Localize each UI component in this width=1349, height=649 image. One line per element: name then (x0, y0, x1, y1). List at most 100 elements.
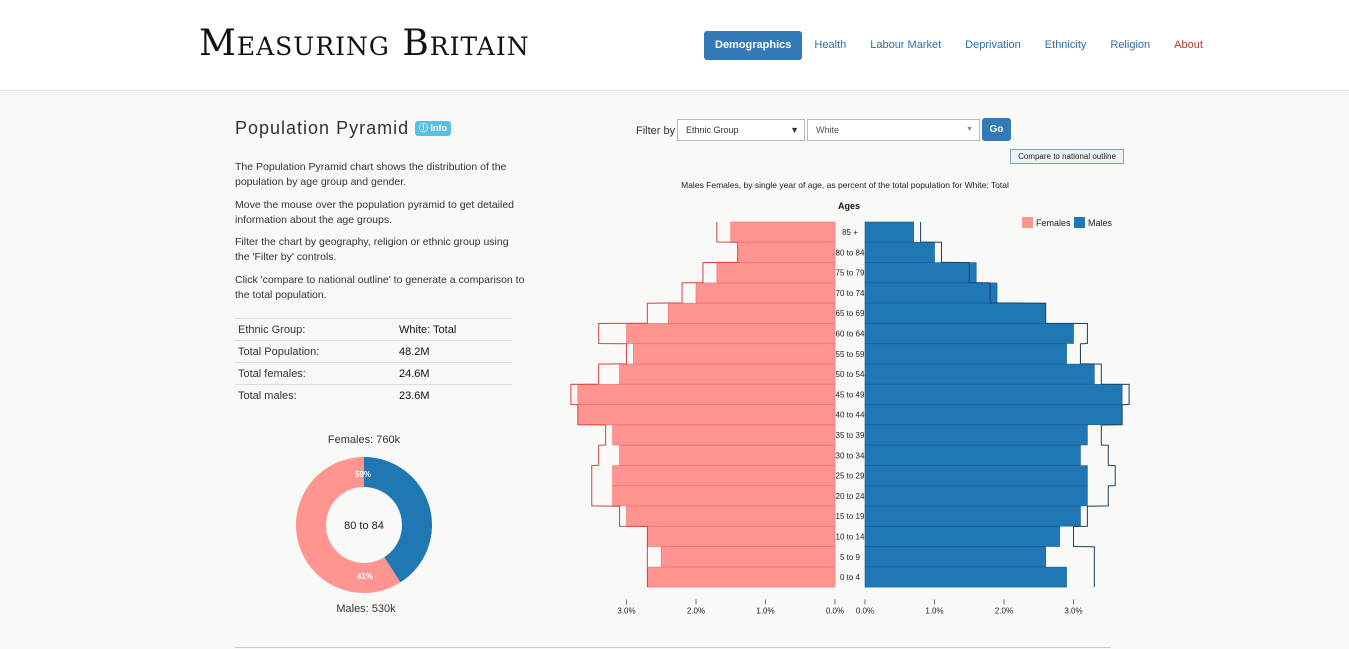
x-tick-label-right: 0.0% (856, 606, 874, 615)
male-bar[interactable] (864, 505, 1081, 527)
x-tick-label-right: 1.0% (925, 606, 943, 615)
legend-swatch-females (1022, 217, 1033, 228)
donut-slice-females[interactable] (296, 457, 401, 593)
x-tick-label-right: 2.0% (995, 606, 1013, 615)
table-row: Total males: 23.6M (235, 384, 512, 407)
top-navbar: Measuring Britain Demographics Health La… (0, 0, 1349, 91)
male-bar[interactable] (864, 323, 1074, 344)
age-group-label: 55 to 59 (836, 350, 865, 359)
female-bar[interactable] (633, 343, 836, 365)
nav-ethnicity[interactable]: Ethnicity (1044, 39, 1087, 51)
female-bar[interactable] (612, 424, 836, 446)
legend-swatch-males (1074, 217, 1085, 228)
female-bar[interactable] (619, 445, 836, 466)
nav-demographics[interactable]: Demographics (704, 31, 803, 60)
stat-value: 24.6M (396, 362, 512, 385)
age-group-label: 10 to 14 (836, 533, 865, 542)
brand-logo[interactable]: Measuring Britain (199, 23, 530, 64)
description-paragraph: Move the mouse over the population pyram… (235, 199, 515, 226)
male-bar[interactable] (864, 262, 977, 283)
male-bar[interactable] (864, 526, 1060, 547)
female-bar[interactable] (695, 282, 836, 304)
age-group-label: 30 to 34 (836, 451, 865, 460)
male-bar[interactable] (864, 465, 1088, 486)
age-group-label: 85 + (842, 228, 858, 237)
male-bar[interactable] (864, 384, 1123, 405)
female-bar[interactable] (626, 323, 836, 344)
female-bar[interactable] (660, 546, 836, 568)
nav-religion[interactable]: Religion (1110, 39, 1151, 51)
stat-label: Ethnic Group: (235, 318, 396, 341)
divider (235, 647, 1111, 648)
table-row: Total Population: 48.2M (235, 340, 512, 363)
nav-about[interactable]: About (1174, 39, 1203, 51)
male-bar[interactable] (864, 282, 998, 304)
nav-labour-market[interactable]: Labour Market (870, 39, 942, 51)
female-bar[interactable] (626, 505, 836, 527)
male-bar[interactable] (864, 566, 1067, 588)
male-bar[interactable] (864, 302, 1046, 324)
female-bar[interactable] (612, 465, 836, 486)
female-bar[interactable] (716, 262, 836, 283)
female-bar[interactable] (730, 221, 836, 243)
chart-title: Males Females, by single year of age, as… (681, 180, 1009, 190)
female-bar[interactable] (647, 526, 836, 547)
age-group-label: 0 to 4 (840, 573, 861, 582)
female-bar[interactable] (619, 363, 836, 385)
male-bar[interactable] (864, 343, 1067, 365)
go-button[interactable]: Go (982, 118, 1011, 141)
nav-health[interactable]: Health (814, 39, 847, 51)
compare-national-button[interactable]: Compare to national outline (1010, 149, 1124, 164)
male-bar[interactable] (864, 485, 1088, 507)
nav-deprivation[interactable]: Deprivation (965, 39, 1021, 51)
info-button[interactable]: ⓘ Info (415, 121, 452, 136)
dropdown-arrow-icon: ▼ (966, 126, 973, 133)
age-group-label: 75 to 79 (836, 269, 865, 278)
female-bar[interactable] (647, 566, 836, 588)
age-group-label: 65 to 69 (836, 309, 865, 318)
female-bar[interactable] (577, 384, 836, 405)
description-paragraph: The Population Pyramid chart shows the d… (235, 161, 507, 188)
stat-value: White: Total (396, 318, 512, 341)
female-bar[interactable] (612, 485, 836, 507)
filter-type-select[interactable]: Ethnic Group ▼ (677, 119, 805, 141)
info-icon: ⓘ (419, 123, 429, 133)
male-bar[interactable] (864, 221, 914, 243)
table-row: Ethnic Group: White: Total (235, 318, 512, 341)
legend-label-females: Females (1036, 218, 1071, 228)
main-nav: Demographics Health Labour Market Depriv… (704, 31, 1215, 60)
stat-label: Total Population: (235, 340, 396, 363)
age-donut-chart[interactable]: 80 to 84 59% 41% (294, 455, 434, 595)
donut-slice-males[interactable] (364, 457, 432, 583)
x-tick-label-left: 0.0% (826, 606, 844, 615)
national-outline-females (570, 222, 739, 588)
filter-group-value: White (816, 125, 840, 135)
male-bar[interactable] (864, 546, 1046, 568)
filter-group-select[interactable]: White ▼ (807, 119, 980, 141)
age-group-label: 50 to 54 (836, 370, 865, 379)
donut-female-pct: 59% (355, 470, 371, 479)
legend: Females Males (1022, 217, 1113, 228)
female-bar[interactable] (667, 302, 836, 324)
male-bar[interactable] (864, 404, 1123, 425)
donut-females-label: Females: 760k (327, 434, 401, 446)
donut-male-pct: 41% (357, 572, 373, 581)
age-group-label: 40 to 44 (836, 411, 865, 420)
male-bar[interactable] (864, 241, 935, 263)
population-pyramid-chart[interactable]: Ages 85 + 80 to 84 75 to 79 70 to 74 65 to 6… (560, 195, 1140, 615)
age-group-label: 25 to 29 (836, 472, 865, 481)
table-row: Total females: 24.6M (235, 362, 512, 385)
donut-males-label: Males: 530k (336, 603, 396, 615)
age-group-label: 35 to 39 (836, 431, 865, 440)
stats-table: Ethnic Group: White: Total Total Populati… (235, 318, 512, 407)
donut-center-label: 80 to 84 (344, 520, 384, 532)
female-bar[interactable] (737, 241, 836, 263)
female-bar[interactable] (577, 404, 836, 425)
male-bar[interactable] (864, 445, 1081, 466)
male-bar[interactable] (864, 424, 1088, 446)
age-group-label: 5 to 9 (840, 553, 861, 562)
age-group-label: 20 to 24 (836, 492, 865, 501)
stat-label: Total females: (235, 362, 396, 385)
description-paragraph: Click 'compare to national outline' to g… (235, 274, 525, 301)
male-bar[interactable] (864, 363, 1095, 385)
